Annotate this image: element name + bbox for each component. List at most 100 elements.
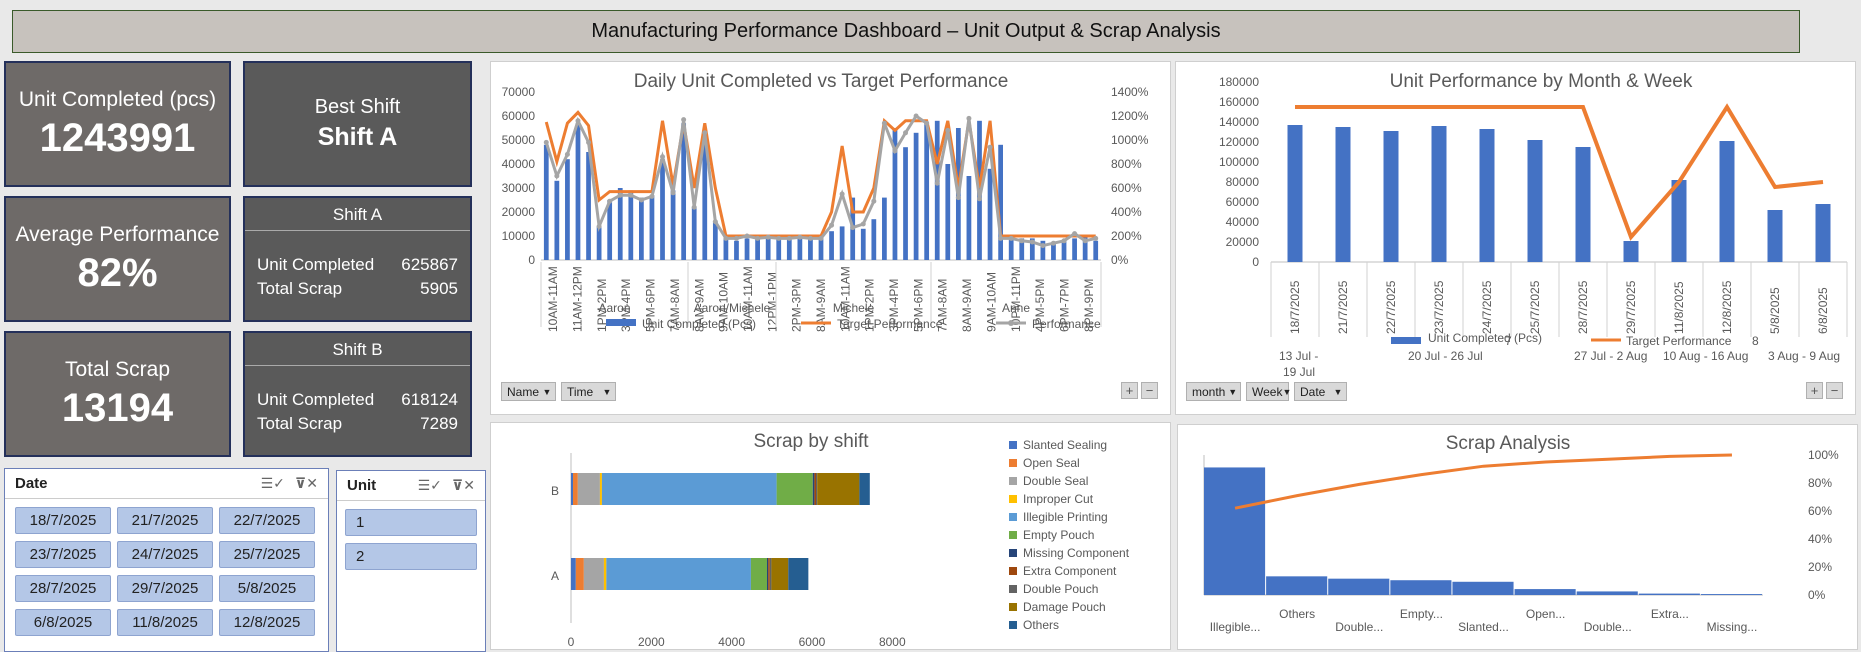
- bar-unit-completed: [1672, 180, 1687, 262]
- y2-tick-label: 80%: [1808, 476, 1832, 490]
- date-slicer-item[interactable]: 29/7/2025: [117, 575, 213, 602]
- field-button-name[interactable]: Name ▼: [501, 382, 556, 401]
- legend-extra: 8: [1752, 334, 1759, 348]
- monthweek-chart-panel: Unit Performance by Month & Week 0 20000 40…: [1175, 61, 1856, 415]
- bar-unit-completed: [1576, 147, 1591, 262]
- kpi-unit-completed-value: 1243991: [40, 116, 196, 161]
- shift-b-scrap-value: 7289: [420, 412, 458, 436]
- date-slicer-item[interactable]: 22/7/2025: [219, 507, 315, 534]
- unit-slicer-item[interactable]: 2: [345, 543, 477, 570]
- bar-unit-completed: [660, 159, 665, 260]
- date-slicer-item[interactable]: 18/7/2025: [15, 507, 111, 534]
- week-group-label: 20 Jul - 26 Jul: [1408, 349, 1483, 363]
- pareto-bar: [1390, 580, 1451, 595]
- field-button-label: Name: [507, 385, 539, 399]
- week-group-label: 27 Jul - 2 Aug: [1574, 349, 1647, 363]
- expand-button[interactable]: +: [1806, 382, 1823, 399]
- collapse-button[interactable]: −: [1141, 382, 1158, 399]
- line-performance-point: [903, 130, 908, 135]
- line-performance-point: [924, 121, 929, 126]
- legend-swatch: [606, 319, 636, 326]
- date-slicer-item[interactable]: 11/8/2025: [117, 609, 213, 636]
- x-tick-label: 22/7/2025: [1384, 280, 1398, 334]
- unit-slicer-title: Unit: [347, 477, 376, 494]
- x-tick-label: 6/8/2025: [1816, 287, 1830, 334]
- date-slicer-item[interactable]: 12/8/2025: [219, 609, 315, 636]
- x-tick-label: 29/7/2025: [1624, 280, 1638, 334]
- multi-select-icon[interactable]: ☰✓: [418, 477, 442, 494]
- legend-swatch: [1009, 567, 1017, 575]
- y2-tick-label: 60%: [1808, 504, 1832, 518]
- legend-swatch: [1009, 513, 1017, 521]
- field-button-month[interactable]: month ▼: [1186, 382, 1241, 401]
- y2-tick-label: 0%: [1111, 253, 1129, 267]
- date-slicer-item[interactable]: 6/8/2025: [15, 609, 111, 636]
- legend-swatch: [1009, 477, 1017, 485]
- bar-unit-completed: [586, 152, 591, 260]
- bar-unit-completed: [1768, 210, 1783, 262]
- line-performance-point: [639, 198, 644, 203]
- y2-tick-label: 1200%: [1111, 109, 1149, 123]
- field-button-label: Week: [1252, 385, 1282, 399]
- clear-filter-icon[interactable]: ⊽✕: [295, 475, 318, 492]
- x-tick-label: 0: [568, 635, 575, 649]
- legend-label: Open Seal: [1023, 456, 1080, 470]
- line-performance-point: [956, 195, 961, 200]
- line-performance-point: [840, 192, 845, 197]
- field-button-label: month: [1192, 385, 1225, 399]
- chart-title: Unit Performance by Month & Week: [1390, 71, 1693, 92]
- shift-a-scrap-value: 5905: [420, 277, 458, 301]
- y-tick-label: 60000: [502, 109, 536, 123]
- legend-label: Empty Pouch: [1023, 528, 1094, 542]
- line-performance-point: [660, 154, 665, 159]
- stack-segment: [768, 558, 770, 590]
- x-tick-label: 11AM-12PM: [571, 266, 585, 332]
- field-button-date[interactable]: Date ▼: [1294, 382, 1347, 401]
- legend-swatch: [1009, 441, 1017, 449]
- field-button-week[interactable]: Week ▼: [1246, 382, 1289, 401]
- shift-b-card: Shift B Unit Completed 618124 Total Scrap…: [243, 331, 472, 457]
- dropdown-arrow-icon: ▼: [599, 387, 615, 397]
- line-performance-point: [755, 236, 760, 241]
- line-performance-point: [914, 114, 919, 119]
- scrapshift-chart-panel: Scrap by shift 0 2000 4000 6000 8000 B A Slanted…: [490, 422, 1171, 650]
- pareto-bar: [1701, 594, 1762, 595]
- kpi-average-performance-value: 82%: [77, 251, 157, 296]
- bar-unit-completed: [1528, 140, 1543, 262]
- stack-segment: [816, 473, 817, 505]
- best-shift-value: Shift A: [318, 123, 398, 152]
- pareto-chart: Scrap Analysis0%20%40%60%80%100%Illegibl…: [1178, 425, 1859, 651]
- line-performance-point: [1030, 240, 1035, 245]
- multi-select-icon[interactable]: ☰✓: [261, 475, 285, 492]
- date-slicer-item[interactable]: 25/7/2025: [219, 541, 315, 568]
- field-button-time[interactable]: Time ▼: [561, 382, 616, 401]
- date-slicer-item[interactable]: 21/7/2025: [117, 507, 213, 534]
- collapse-button[interactable]: −: [1826, 382, 1843, 399]
- week-group-label: 10 Aug - 16 Aug: [1663, 349, 1748, 363]
- line-performance-point: [935, 181, 940, 186]
- unit-slicer-item[interactable]: 1: [345, 509, 477, 536]
- pareto-bar: [1266, 576, 1327, 595]
- legend-label: Improper Cut: [1023, 492, 1094, 506]
- legend-label: Unit Completed (Pcs): [642, 317, 756, 331]
- line-performance-point: [1051, 241, 1056, 246]
- date-slicer-item[interactable]: 24/7/2025: [117, 541, 213, 568]
- bar-unit-completed: [745, 238, 750, 260]
- y-tick-label: 180000: [1219, 75, 1259, 89]
- date-slicer-item[interactable]: 28/7/2025: [15, 575, 111, 602]
- stack-segment: [606, 558, 751, 590]
- y-tick-label: 30000: [502, 181, 536, 195]
- bar-unit-completed: [766, 238, 771, 260]
- date-slicer-item[interactable]: 5/8/2025: [219, 575, 315, 602]
- expand-button[interactable]: +: [1121, 382, 1138, 399]
- date-slicer-item[interactable]: 23/7/2025: [15, 541, 111, 568]
- x-tick-label: 4000: [718, 635, 745, 649]
- line-performance-point: [766, 235, 771, 240]
- bar-unit-completed: [1288, 125, 1303, 262]
- x-tick-label: Double...: [1584, 620, 1632, 634]
- kpi-average-performance: Average Performance 82%: [4, 196, 231, 322]
- clear-filter-icon[interactable]: ⊽✕: [452, 477, 475, 494]
- group-label: Anne: [1002, 301, 1030, 315]
- bar-unit-completed: [914, 133, 919, 260]
- bar-unit-completed: [1072, 238, 1077, 260]
